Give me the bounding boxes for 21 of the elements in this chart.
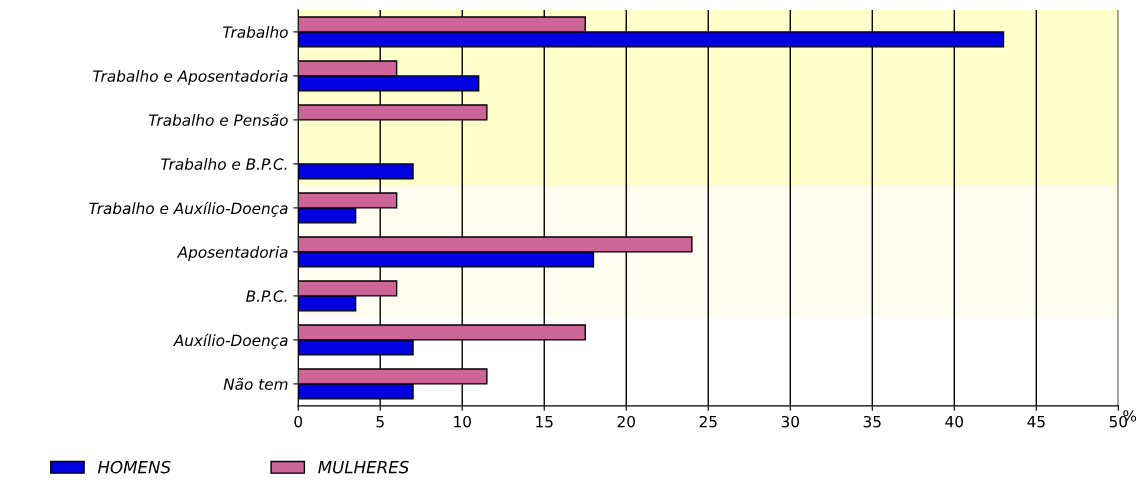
legend-label: HOMENS bbox=[97, 460, 171, 474]
x-tick-label: 45 bbox=[1027, 416, 1045, 428]
x-tick-label: 10 bbox=[454, 415, 471, 428]
x-tick-label: 25 bbox=[699, 415, 717, 428]
x-tick-label: 35 bbox=[863, 415, 881, 428]
y-tick-label: Não tem bbox=[223, 377, 288, 390]
y-tick-label: Trabalho e Aposentadoria bbox=[93, 70, 288, 85]
y-tick-label: Trabalho e Auxílio-Doença bbox=[89, 201, 288, 217]
y-tick-label: Trabalho e Pensão bbox=[148, 113, 288, 126]
y-tick-label: Trabalho bbox=[223, 26, 288, 38]
y-tick-label: Trabalho e B.P.C. bbox=[161, 158, 287, 170]
x-tick-label: 30 bbox=[781, 415, 799, 428]
x-tick-label: 0 bbox=[294, 415, 303, 428]
y-tick-label: B.P.C. bbox=[246, 290, 287, 302]
x-tick-label: 15 bbox=[536, 416, 553, 428]
x-tick-label: 20 bbox=[617, 415, 635, 428]
y-tick-label: Auxílio-Doença bbox=[172, 333, 288, 349]
x-tick-label: 5 bbox=[376, 416, 384, 428]
legend-label: MULHERES bbox=[318, 460, 409, 474]
x-tick-label: 40 bbox=[945, 415, 964, 428]
y-tick-label: Aposentadoria bbox=[176, 246, 288, 261]
